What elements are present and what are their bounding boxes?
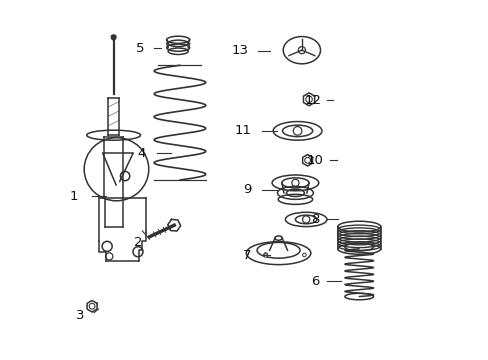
Text: 2: 2 xyxy=(134,236,142,249)
Text: 13: 13 xyxy=(231,44,247,57)
Text: 9: 9 xyxy=(243,183,251,196)
Circle shape xyxy=(264,254,267,257)
Circle shape xyxy=(111,36,116,40)
Circle shape xyxy=(264,253,267,256)
Text: 8: 8 xyxy=(311,213,319,226)
Ellipse shape xyxy=(111,35,116,38)
Text: 1: 1 xyxy=(69,190,78,203)
Text: 7: 7 xyxy=(243,249,251,262)
Text: 11: 11 xyxy=(234,124,251,138)
Text: 6: 6 xyxy=(311,275,319,288)
Text: 10: 10 xyxy=(306,154,323,167)
Text: 3: 3 xyxy=(76,309,85,322)
Text: 12: 12 xyxy=(304,94,321,107)
Circle shape xyxy=(302,253,305,257)
Text: 5: 5 xyxy=(135,41,144,54)
Text: 4: 4 xyxy=(137,147,145,159)
